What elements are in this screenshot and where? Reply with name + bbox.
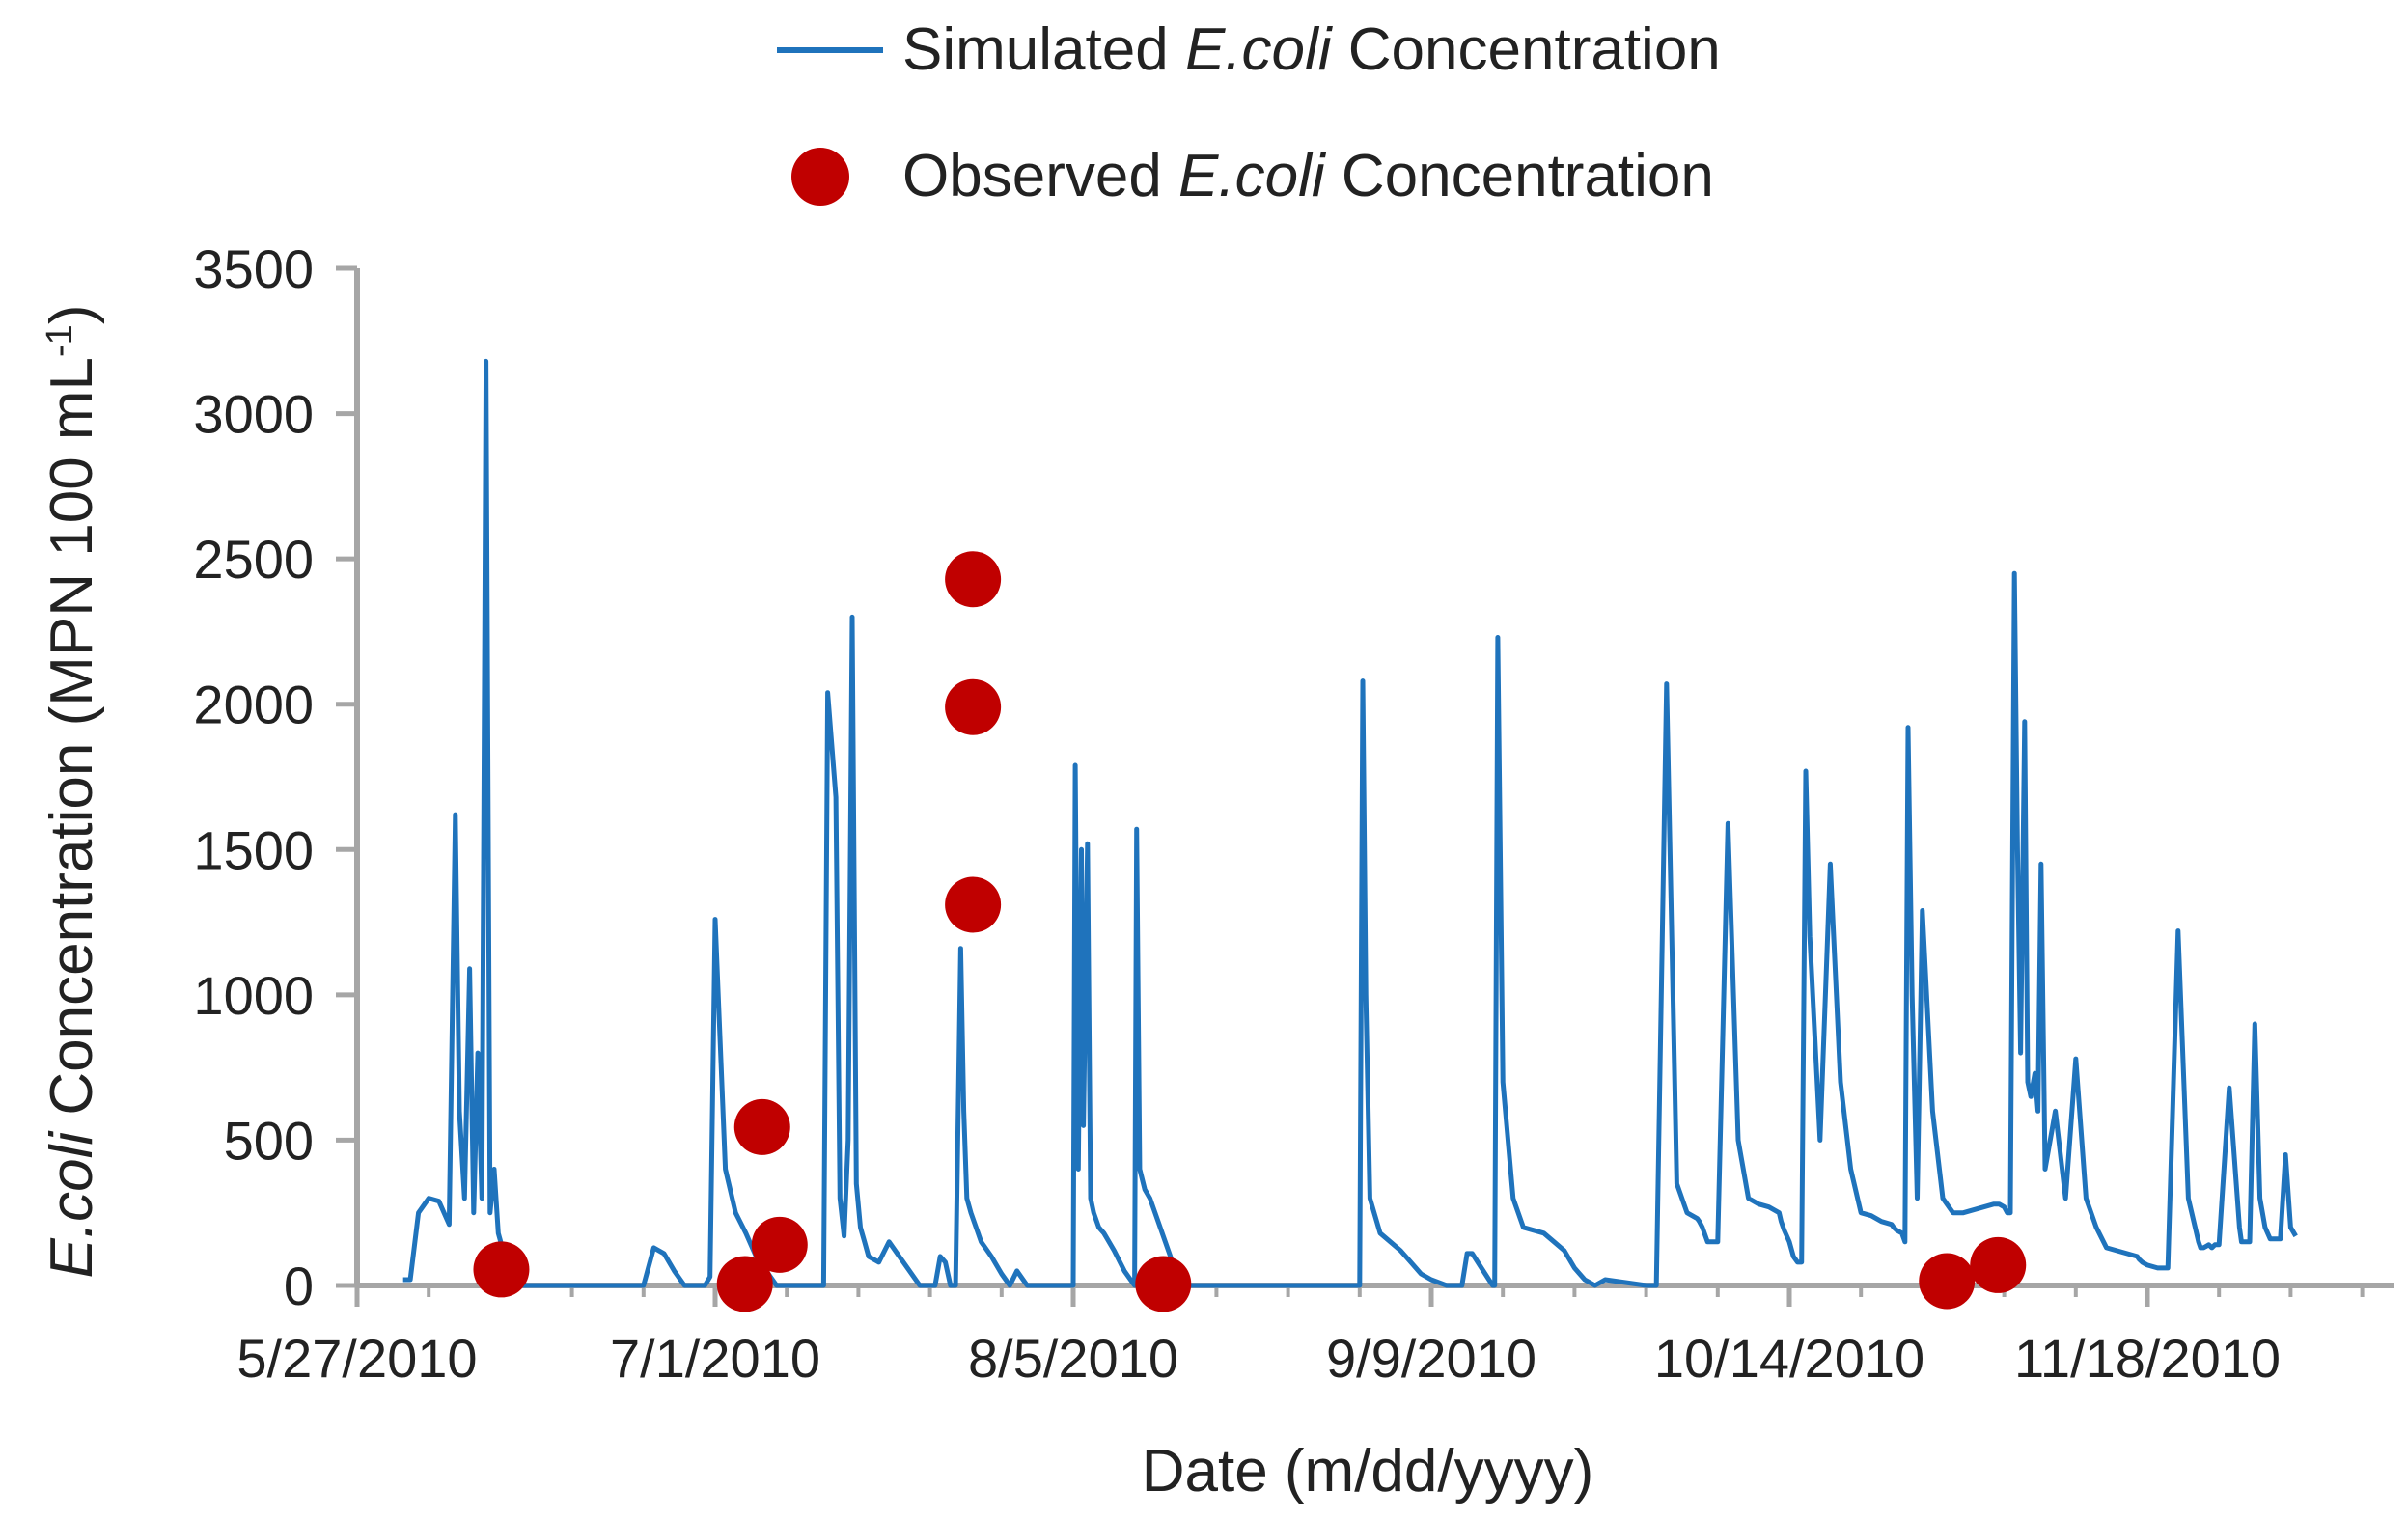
x-tick-label: 8/5/2010 — [968, 1328, 1178, 1389]
x-tick-label: 5/27/2010 — [236, 1328, 477, 1389]
x-tick-label: 11/18/2010 — [2014, 1328, 2281, 1389]
observed-point — [945, 876, 1002, 933]
y-tick-label: 1000 — [193, 965, 314, 1026]
legend-label-simulated: Simulated E.coli Concentration — [902, 16, 1721, 83]
simulated-series-line — [402, 358, 2298, 1288]
x-tick-label: 10/14/2010 — [1654, 1328, 1924, 1389]
legend-label-observed: Observed E.coli Concentration — [902, 143, 1714, 209]
observed-point — [1970, 1236, 2027, 1293]
y-tick-label: 2000 — [193, 675, 314, 735]
y-tick-label: 500 — [224, 1110, 314, 1171]
legend-circle-swatch — [791, 148, 849, 206]
observed-point — [1919, 1253, 1976, 1310]
observed-point — [751, 1216, 808, 1273]
y-tick-label: 0 — [284, 1256, 314, 1316]
x-axis-title: Date (m/dd/yyyy) — [1142, 1438, 1594, 1505]
observed-point — [945, 551, 1002, 608]
y-tick-label: 1500 — [193, 819, 314, 880]
observed-point — [716, 1256, 773, 1312]
x-tick-label: 9/9/2010 — [1326, 1328, 1536, 1389]
y-tick-label: 3000 — [193, 384, 314, 445]
observed-point — [733, 1098, 790, 1155]
x-tick-label: 7/1/2010 — [610, 1328, 820, 1389]
observed-point — [473, 1241, 530, 1298]
legend: Simulated E.coli Concentration Observed … — [777, 16, 1721, 209]
y-tick-label: 2500 — [193, 529, 314, 590]
y-axis-title: E.coli Concentration (MPN 100 mL-1) — [39, 305, 105, 1279]
y-tick-label: 3500 — [193, 238, 314, 299]
observed-point — [945, 678, 1002, 735]
observed-point — [1135, 1256, 1192, 1312]
